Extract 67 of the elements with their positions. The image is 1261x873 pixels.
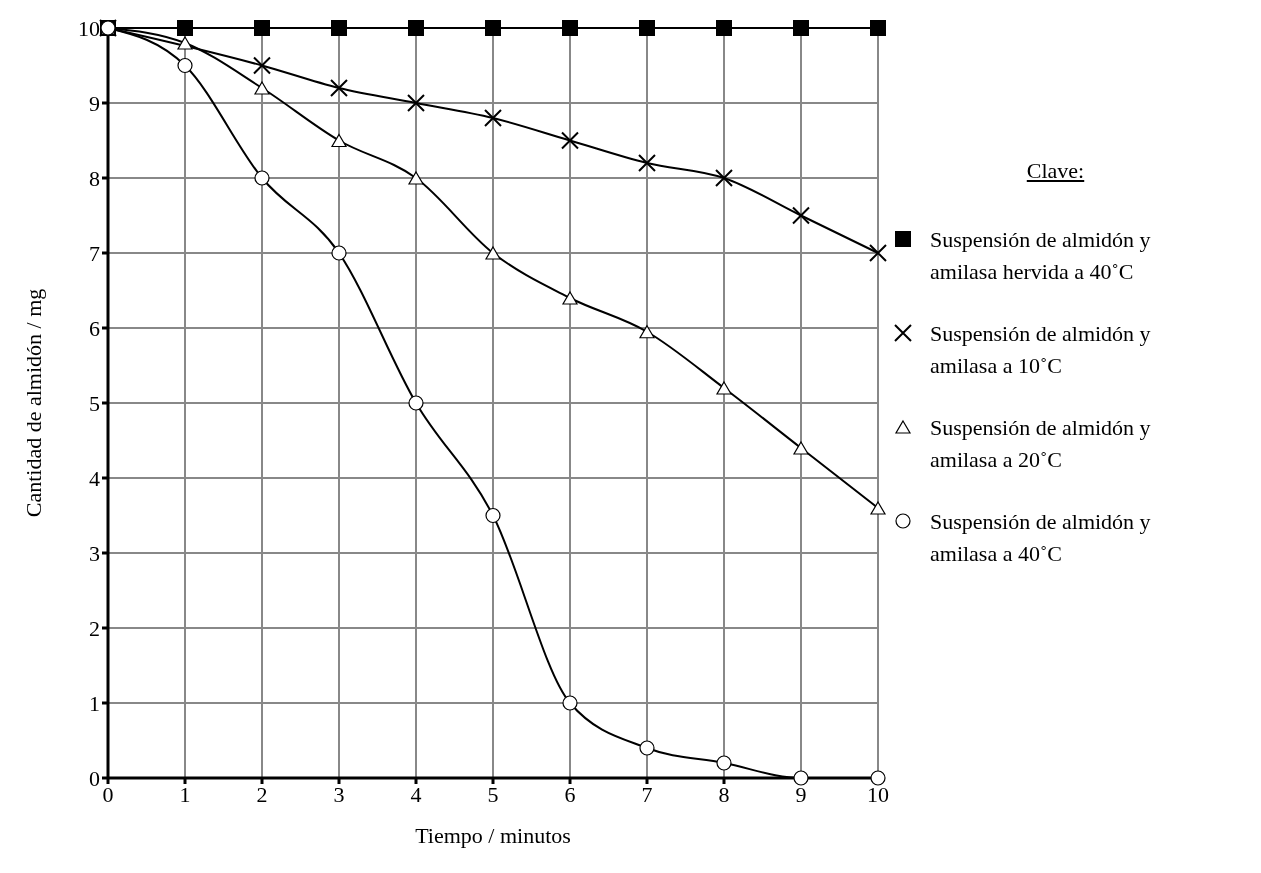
legend-title: Clave: (1025, 158, 1086, 184)
point (562, 695, 578, 711)
point (716, 755, 732, 771)
point (562, 20, 578, 36)
point (254, 81, 270, 95)
y-tick-label: 9 (89, 90, 100, 116)
point (331, 245, 347, 261)
point (638, 154, 656, 172)
legend-label: Suspensión de almidón y amilasa a 40˚C (930, 508, 1152, 568)
point (793, 20, 809, 36)
legend-label: Suspensión de almidón y amilasa a 10˚C (930, 320, 1152, 380)
y-tick-label: 8 (89, 165, 100, 191)
y-tick-label: 6 (89, 315, 100, 341)
point (793, 441, 809, 455)
x-tick-label: 3 (333, 781, 345, 807)
point (331, 133, 347, 148)
point (177, 57, 193, 74)
point (715, 169, 733, 187)
y-tick-label: 10 (78, 15, 100, 41)
point (639, 20, 655, 36)
y-tick-label: 3 (89, 540, 100, 566)
point (869, 244, 887, 262)
x-tick-label: 2 (256, 781, 268, 807)
point (254, 20, 270, 36)
point (639, 325, 655, 339)
point (639, 740, 655, 756)
y-tick-label: 4 (89, 465, 100, 491)
point (408, 395, 424, 411)
point (254, 170, 270, 186)
y-axis-title: Cantidad de almidón / mg (20, 288, 46, 518)
x-tick-label: 7 (641, 781, 653, 807)
point (485, 507, 501, 524)
x-tick-label: 8 (718, 781, 730, 807)
y-tick-label: 2 (89, 615, 100, 641)
x-tick-label: 10 (867, 781, 889, 807)
point (177, 36, 193, 50)
x-tick-label: 4 (410, 781, 422, 807)
point (177, 20, 193, 36)
point (561, 131, 579, 150)
x-tick-label: 1 (179, 781, 191, 807)
y-tick-label: 7 (89, 240, 100, 266)
point (716, 20, 732, 36)
point (792, 206, 810, 225)
point (870, 501, 886, 515)
point (793, 770, 809, 786)
point (485, 20, 501, 36)
point (407, 94, 425, 112)
legend-label: Suspensión de almidón y amilasa hervida a 40˚C (930, 226, 1152, 286)
point (331, 20, 347, 36)
point (330, 79, 348, 97)
x-tick-label: 5 (487, 781, 499, 807)
point (562, 291, 578, 305)
x-tick-label: 9 (795, 781, 807, 807)
y-tick-label: 5 (89, 390, 100, 416)
point (870, 20, 886, 36)
point (408, 171, 424, 185)
legend-label: Suspensión de almidón y amilasa a 20˚C (930, 414, 1152, 474)
point (408, 20, 424, 36)
y-tick-label: 0 (89, 765, 100, 791)
x-axis-title: Tiempo / minutos (415, 823, 571, 848)
point (716, 381, 732, 395)
point (484, 109, 502, 127)
point (253, 56, 271, 75)
y-tick-label: 1 (89, 690, 100, 716)
point (870, 770, 886, 786)
point (485, 246, 501, 260)
x-tick-label: 6 (564, 781, 576, 807)
